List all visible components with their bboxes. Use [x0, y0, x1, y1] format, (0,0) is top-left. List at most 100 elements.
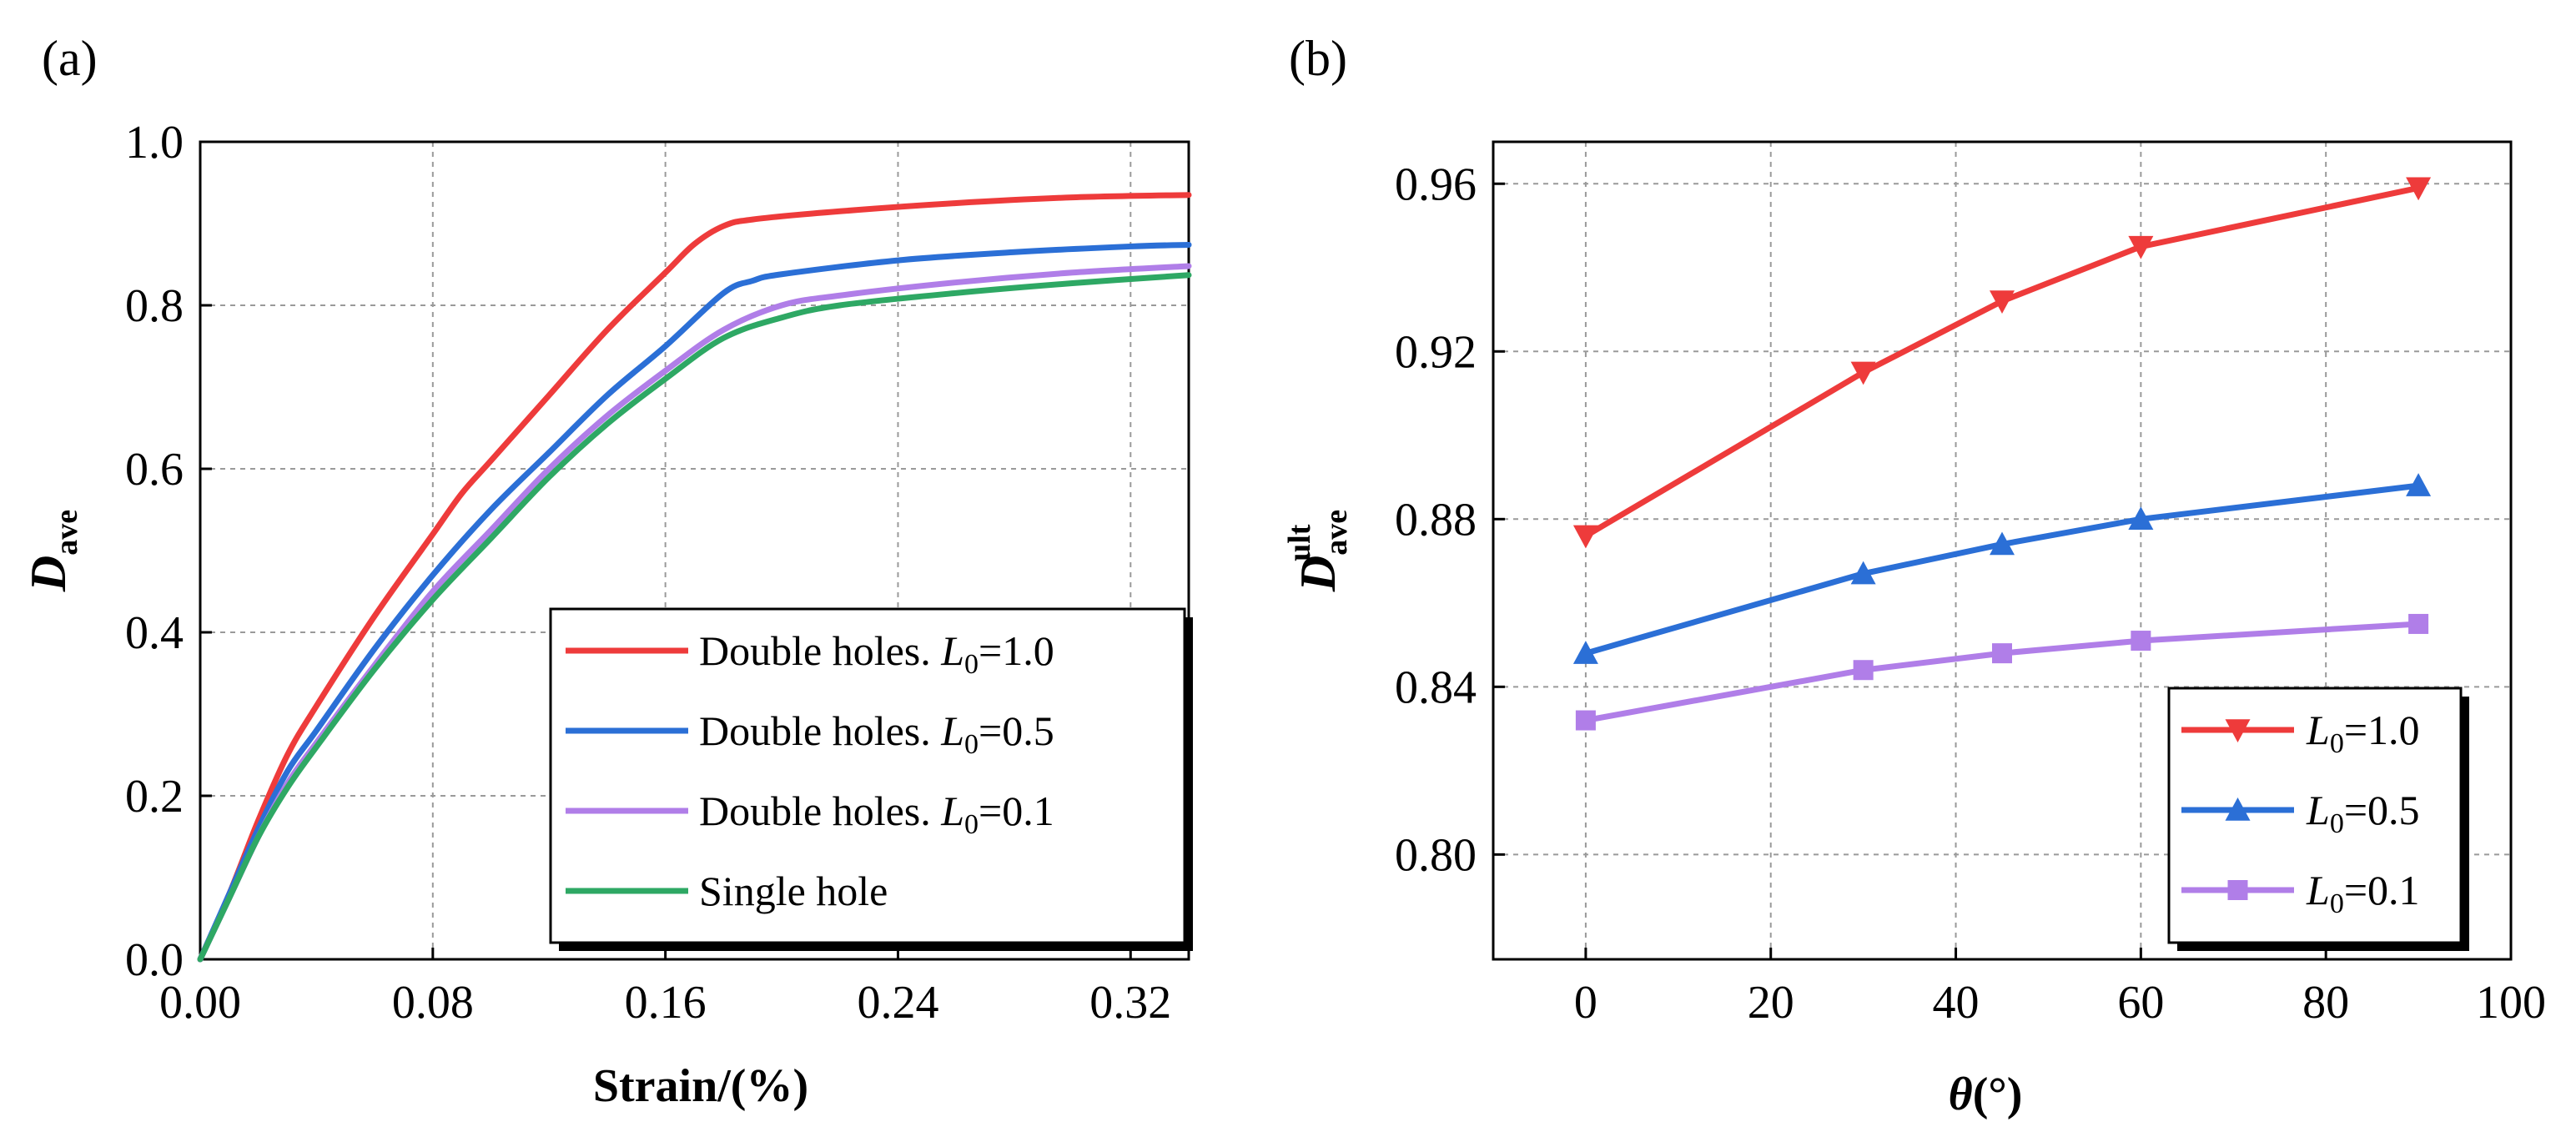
legend-label: Double holes. L0=0.5 — [699, 707, 1054, 760]
legend: L0=1.0L0=0.5L0=0.1 — [2167, 687, 2469, 951]
legend-label-prefix: Double holes. — [699, 627, 941, 674]
legend-label-sub: 0 — [2330, 888, 2344, 919]
series-line-1 — [1582, 184, 2422, 539]
legend-label-prefix: Double holes. — [699, 787, 941, 834]
legend-label: L0=0.1 — [2306, 867, 2420, 919]
series-line-2 — [197, 241, 1192, 963]
x-tick-label: 80 — [2302, 977, 2349, 1029]
legend-label-suffix: =0.1 — [2344, 867, 2420, 913]
legend-label: Double holes. L0=0.1 — [699, 787, 1054, 840]
x-tick-label: 60 — [2117, 977, 2164, 1029]
legend-label-var: L — [2306, 787, 2330, 833]
y-tick-label: 0.6 — [125, 444, 184, 496]
data-point-1-3 — [1990, 290, 2015, 314]
data-point-3-1 — [1575, 710, 1596, 731]
legend-label-sub: 0 — [2330, 808, 2344, 839]
plot-frame — [199, 140, 1190, 961]
data-point-2-1 — [1572, 641, 1598, 664]
legend-label-var: L — [940, 787, 964, 834]
legend-label-var: L — [2306, 867, 2330, 913]
legend-label-suffix: =0.5 — [2344, 787, 2420, 833]
y-axis-title: Daveult — [1282, 510, 1354, 592]
data-point-1-1 — [1572, 525, 1598, 549]
y-tick-label: 0.96 — [1395, 158, 1477, 210]
data-point-2-2 — [1850, 561, 1876, 585]
y-tick-label: 0.0 — [125, 934, 184, 986]
legend-box — [549, 607, 1186, 944]
y-axis-title-var: D — [1291, 556, 1346, 592]
y-tick-label: 0.80 — [1395, 829, 1477, 881]
legend-label-var: L — [940, 707, 964, 754]
legend-label-sub: 0 — [964, 729, 979, 760]
data-point-1-4 — [2128, 235, 2154, 259]
legend-item: L0=1.0 — [2181, 707, 2420, 759]
legend-label-prefix: Double holes. — [699, 707, 941, 754]
series-line-2 — [1582, 482, 2422, 657]
legend-marker — [2227, 880, 2248, 900]
y-tick-label: 0.2 — [125, 771, 184, 823]
y-axis-title-group: Dave — [21, 510, 84, 592]
legend-marker — [2225, 719, 2251, 742]
x-tick-label: 0 — [1574, 977, 1597, 1029]
legend-label: Single hole — [699, 868, 888, 914]
data-point-3-4 — [2131, 631, 2151, 652]
y-axis-title-group: Daveult — [1282, 510, 1354, 592]
legend-item: L0=0.5 — [2181, 787, 2420, 839]
x-axis: 0.00 0.08 0.16 0.24 0.32 — [159, 948, 1171, 1029]
panel-label: (a) — [42, 31, 98, 86]
series-group — [1572, 177, 2432, 731]
legend-label-var: L — [2306, 707, 2330, 753]
legend-item: Single hole — [566, 868, 888, 914]
x-tick-label: 20 — [1748, 977, 1794, 1029]
legend-label: L0=1.0 — [2306, 707, 2420, 759]
legend-label-sub: 0 — [2330, 728, 2344, 759]
x-tick-label: 40 — [1933, 977, 1980, 1029]
legend-item: Double holes. L0=0.1 — [566, 787, 1054, 840]
x-axis-title: Strain/(%) — [593, 1060, 808, 1112]
data-point-1-5 — [2406, 177, 2432, 201]
legend-label: L0=0.5 — [2306, 787, 2420, 839]
chart-panel-b: (b) 0 20 40 60 80 100 0.80 0.84 0.88 0.92 0.96 θ(°) D… — [1282, 31, 2546, 1120]
legend-item: L0=0.1 — [2181, 867, 2420, 919]
x-tick-label: 0.24 — [857, 977, 938, 1029]
legend-label-suffix: =1.0 — [979, 627, 1054, 674]
x-tick-label: 0.32 — [1089, 977, 1171, 1029]
legend-item: Double holes. L0=1.0 — [566, 627, 1054, 680]
data-point-2-4 — [2128, 506, 2154, 531]
legend-label-sub: 0 — [964, 809, 979, 840]
y-axis: 0.0 0.2 0.4 0.6 0.8 1.0 — [125, 117, 212, 986]
plot-frame — [1492, 140, 2513, 961]
data-point-2-3 — [1990, 531, 2015, 556]
y-axis-title-var: D — [21, 556, 76, 592]
data-point-3-3 — [1992, 643, 2012, 664]
legend-label: Double holes. L0=1.0 — [699, 627, 1054, 680]
legend-label-suffix: =1.0 — [2344, 707, 2420, 753]
x-axis: 0 20 40 60 80 100 — [1574, 948, 2546, 1029]
legend-item: Double holes. L0=0.5 — [566, 707, 1054, 760]
legend-label-prefix: Single hole — [699, 868, 888, 914]
y-tick-label: 0.84 — [1395, 662, 1477, 713]
x-axis-title: θ(°) — [1949, 1069, 2023, 1120]
x-tick-label: 0.16 — [625, 977, 707, 1029]
x-axis-title-var: θ — [1949, 1069, 1973, 1120]
x-tick-label: 0.08 — [392, 977, 474, 1029]
x-axis-title-rest: (°) — [1973, 1069, 2023, 1120]
y-tick-label: 0.92 — [1395, 326, 1477, 378]
data-point-3-2 — [1853, 660, 1874, 681]
y-tick-label: 0.8 — [125, 280, 184, 332]
series-line-1 — [197, 192, 1192, 963]
y-axis-title-sup: ult — [1282, 524, 1317, 561]
legend-label-var: L — [940, 627, 964, 674]
panel-label: (b) — [1289, 31, 1347, 86]
data-point-3-5 — [2408, 613, 2429, 634]
y-axis: 0.80 0.84 0.88 0.92 0.96 — [1395, 158, 1505, 881]
series-group — [197, 192, 1192, 963]
y-axis-title-sub: ave — [1319, 510, 1354, 556]
series-line-4 — [197, 272, 1192, 963]
data-point-1-2 — [1850, 361, 1876, 385]
x-tick-label: 100 — [2476, 977, 2546, 1029]
legend-label-sub: 0 — [964, 649, 979, 680]
y-tick-label: 1.0 — [125, 117, 184, 169]
